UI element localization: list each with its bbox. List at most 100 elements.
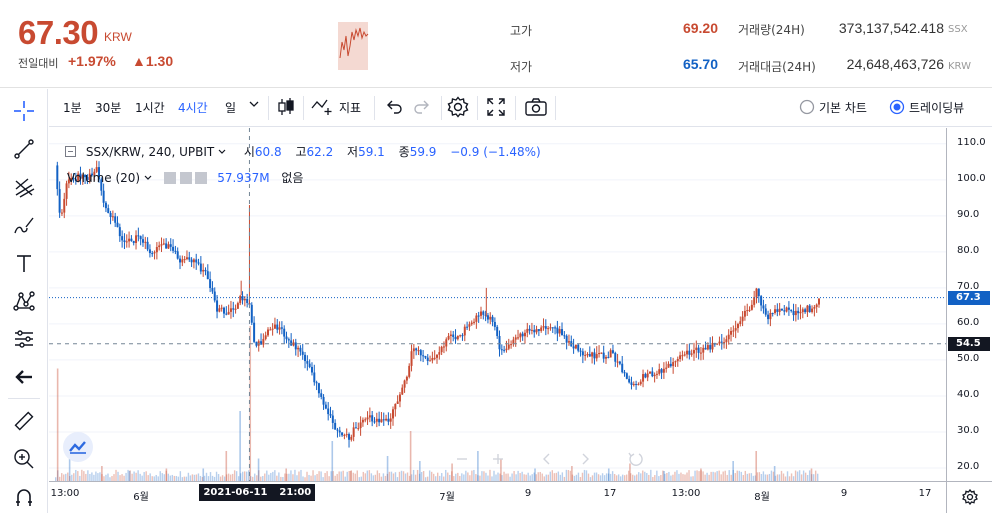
candle-body [246,298,249,303]
candle-body [183,259,186,261]
price-axis[interactable]: 110.0 100.0 90.0 80.0 70.0 60.0 50.0 40.0 30.0 20… [946,128,992,481]
candle-body [468,324,471,327]
chart-pane[interactable]: SSX/KRW, 240, UPBIT 시60.8 고62.2 저59.1 종5… [49,128,946,481]
volume-bar [432,473,435,481]
candle-body [734,328,737,331]
volume-bar [730,474,732,481]
candle-body [584,354,587,356]
magnet-icon[interactable] [6,482,42,512]
ruler-icon[interactable] [6,406,42,436]
candle-body [431,358,434,361]
price-tick-label: 30.0 [957,424,980,436]
interval-1m[interactable]: 1분 [63,101,82,115]
text-icon[interactable] [6,248,42,278]
price-tick-label: 70.0 [957,280,980,292]
volume-bar [471,470,473,481]
current-price: 67.30 [18,14,99,51]
volume-bar [368,470,371,481]
volume-bar [101,466,103,481]
back-arrow-icon[interactable] [6,362,42,392]
candle-body [341,432,344,436]
candle-body [672,362,675,367]
fullscreen-icon[interactable] [486,97,506,120]
indicator-button[interactable]: 지표 [339,101,362,115]
volume-bar [386,456,389,481]
volume-dropdown-icon[interactable] [144,174,152,182]
zoom-in-icon[interactable] [6,444,42,474]
interval-1h[interactable]: 1시간 [135,101,165,115]
basic-chart-label[interactable]: 기본 차트 [819,101,867,115]
volume-bar [260,476,262,481]
volume-bar [334,475,336,481]
trendline-icon[interactable] [6,134,42,164]
volume-bar [95,471,97,481]
volume-bar [527,472,529,481]
candle-body [378,418,381,423]
screenshot-camera-icon[interactable] [524,97,548,120]
candle-body [510,344,513,346]
volume-bar [479,475,481,481]
indicator-settings-icon[interactable] [179,172,192,184]
pitchfork-icon[interactable] [6,172,42,202]
candle-body [813,307,816,309]
redo-icon[interactable] [413,97,431,118]
remove-indicator-icon[interactable] [195,172,208,184]
candle-body [283,328,286,337]
tradingview-label[interactable]: 트레이딩뷰 [909,101,965,115]
volume-bar [788,476,791,481]
candle-body [188,257,191,260]
collapse-legend-icon[interactable] [65,146,76,157]
volume-bar [734,473,736,481]
candle-body [794,310,797,316]
volume-bar [394,472,397,481]
symbol-dropdown-icon[interactable] [218,148,226,156]
tradingview-radio[interactable] [889,99,905,118]
interval-1d[interactable]: 일 [225,101,237,115]
basic-chart-radio[interactable] [799,99,815,118]
visibility-eye-icon[interactable] [163,172,176,184]
volume-bar [501,475,503,481]
volume-bar [804,472,807,481]
volume-bar [463,474,465,481]
volume-bar [290,470,292,481]
volume-bar [77,471,79,481]
tradingview-logo-icon[interactable] [63,432,93,462]
crosshair-icon[interactable] [6,96,42,126]
volume-bar [384,475,387,481]
chart-settings-gear-icon[interactable] [947,482,991,512]
volume-bar [541,473,543,481]
interval-30m[interactable]: 30분 [95,101,122,115]
candle-body [605,356,608,359]
volume-indicator-label[interactable]: Volume (20) [67,171,141,185]
candle-body [614,352,617,362]
change-value: −0.9 (−1.48%) [450,145,541,159]
candle-body [454,337,457,340]
settings-gear-icon[interactable] [447,96,469,121]
candle-style-icon[interactable] [277,97,295,120]
volume-bar [553,473,556,481]
volume-bar [515,474,517,481]
candle-body [780,308,783,311]
candle-body [135,235,138,243]
volume-bar [185,476,188,481]
indicator-icon[interactable] [311,96,335,119]
candle-body [628,378,631,383]
candle-body [392,409,395,419]
symbol-label[interactable]: SSX/KRW, 240, UPBIT [85,145,215,159]
candle-body [72,177,75,180]
pattern-icon[interactable] [6,286,42,316]
interval-dropdown-icon[interactable] [249,97,259,114]
prediction-icon[interactable] [6,324,42,354]
candle-body [58,189,61,213]
undo-icon[interactable] [385,97,403,118]
volume-bar [177,476,180,481]
brush-icon[interactable] [6,210,42,240]
candle-body [459,335,462,337]
candle-body [172,246,175,251]
interval-4h[interactable]: 4시간 [178,101,208,115]
volume-legend: Volume (20) 57.937M 없음 [67,169,303,186]
volume-bar [286,473,288,481]
volume-bar [213,476,216,481]
volume-bar [322,477,324,481]
